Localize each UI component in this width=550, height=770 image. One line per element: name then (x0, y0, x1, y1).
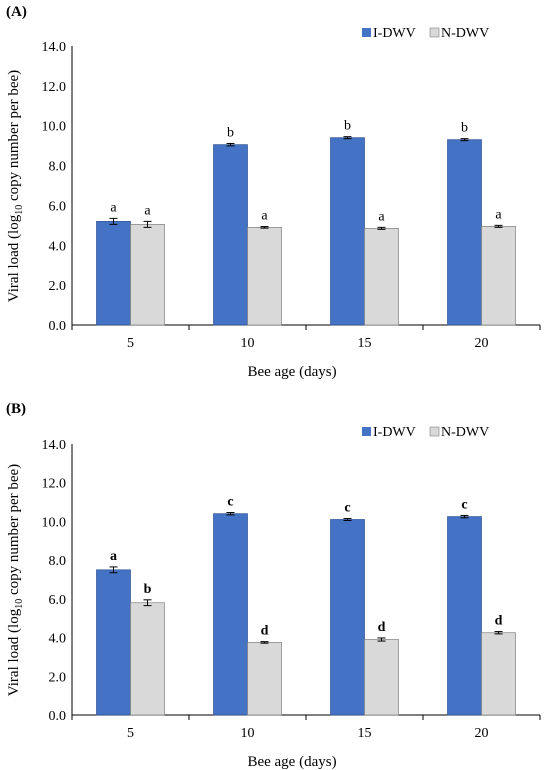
bar-n-dwv-5 (130, 602, 165, 716)
panel-b-plot: 0.0 2.0 4.0 6.0 8.0 10.0 12.0 14.0 5 a b 10 c d 15 c d 20… (42, 438, 541, 741)
legend-label-i-dwv: I-DWV (373, 26, 416, 41)
significance-letter: c (461, 497, 467, 512)
y-tick-label: 12.0 (42, 80, 67, 95)
y-tick-label: 0.0 (49, 709, 67, 724)
y-tick-label: 8.0 (49, 160, 67, 175)
significance-letter: a (378, 209, 385, 224)
significance-letter: b (227, 125, 234, 140)
panel-a: (A) I-DWV N-DWV Viral load (log10 copy n… (6, 4, 541, 380)
y-tick-label: 8.0 (49, 554, 67, 569)
panel-a-label: (A) (6, 4, 27, 20)
significance-letter: c (227, 495, 233, 510)
legend-swatch-i-dwv (362, 427, 371, 436)
panel-a-y-axis-title: Viral load (log10 copy number per bee) (6, 70, 25, 302)
bar-n-dwv-15 (364, 639, 399, 716)
bar-n-dwv-20 (481, 632, 516, 716)
significance-letter: d (495, 614, 503, 629)
significance-letter: d (378, 620, 386, 635)
significance-letter: b (344, 119, 351, 134)
y-tick-label: 4.0 (49, 632, 67, 647)
bar-n-dwv-5 (130, 224, 165, 326)
legend-label-n-dwv: N-DWV (441, 425, 489, 440)
bar-i-dwv-15 (330, 519, 365, 716)
y-tick-label: 2.0 (49, 670, 67, 685)
bar-i-dwv-5 (96, 221, 131, 326)
panel-b-legend: I-DWV N-DWV (362, 425, 489, 440)
y-tick-label: 14.0 (42, 438, 67, 453)
x-tick-label: 20 (475, 726, 489, 741)
legend-swatch-n-dwv (429, 27, 440, 38)
bar-i-dwv-10 (213, 144, 248, 326)
panel-b: (B) I-DWV N-DWV Viral load (log10 copy n… (6, 401, 541, 770)
significance-letter: b (461, 121, 468, 136)
significance-letter: a (110, 200, 117, 215)
legend-label-n-dwv: N-DWV (441, 26, 489, 41)
bar-i-dwv-20 (447, 516, 482, 716)
x-tick-label: 5 (127, 336, 134, 351)
y-tick-label: 14.0 (42, 40, 67, 55)
legend-swatch-n-dwv (429, 426, 440, 437)
panel-a-x-axis-title: Bee age (days) (247, 364, 336, 380)
significance-letter: d (261, 624, 269, 639)
bar-i-dwv-20 (447, 139, 482, 326)
bar-i-dwv-15 (330, 137, 365, 326)
bar-i-dwv-5 (96, 569, 131, 716)
x-tick-label: 10 (241, 726, 255, 741)
x-tick-label: 20 (475, 336, 489, 351)
panel-a-plot: 0.0 2.0 4.0 6.0 8.0 10.0 12.0 14.0 5 a a 10 b a 15 b a 20… (42, 40, 541, 351)
significance-letter: c (344, 501, 350, 516)
y-tick-label: 12.0 (42, 477, 67, 492)
x-tick-label: 10 (241, 336, 255, 351)
significance-letter: a (144, 203, 151, 218)
y-tick-label: 10.0 (42, 120, 67, 135)
legend-swatch-i-dwv (362, 28, 371, 37)
y-tick-label: 0.0 (49, 319, 67, 334)
legend-label-i-dwv: I-DWV (373, 425, 416, 440)
significance-letter: a (261, 209, 268, 224)
y-tick-label: 6.0 (49, 199, 67, 214)
panel-a-legend: I-DWV N-DWV (362, 26, 489, 41)
bar-n-dwv-10 (247, 227, 282, 326)
x-tick-label: 15 (358, 726, 372, 741)
panel-b-x-axis-title: Bee age (days) (247, 754, 336, 770)
bar-n-dwv-20 (481, 226, 516, 326)
y-tick-label: 10.0 (42, 515, 67, 530)
panel-b-y-axis-title: Viral load (log10 copy number per bee) (6, 464, 25, 696)
x-tick-label: 5 (127, 726, 134, 741)
significance-letter: a (495, 207, 502, 222)
x-tick-label: 15 (358, 336, 372, 351)
significance-letter: b (144, 582, 152, 597)
bar-n-dwv-10 (247, 642, 282, 716)
bar-n-dwv-15 (364, 227, 399, 326)
y-tick-label: 6.0 (49, 593, 67, 608)
significance-letter: a (110, 549, 117, 564)
y-tick-label: 2.0 (49, 279, 67, 294)
y-tick-label: 4.0 (49, 239, 67, 254)
bar-i-dwv-10 (213, 513, 248, 716)
panel-b-label: (B) (6, 401, 26, 417)
